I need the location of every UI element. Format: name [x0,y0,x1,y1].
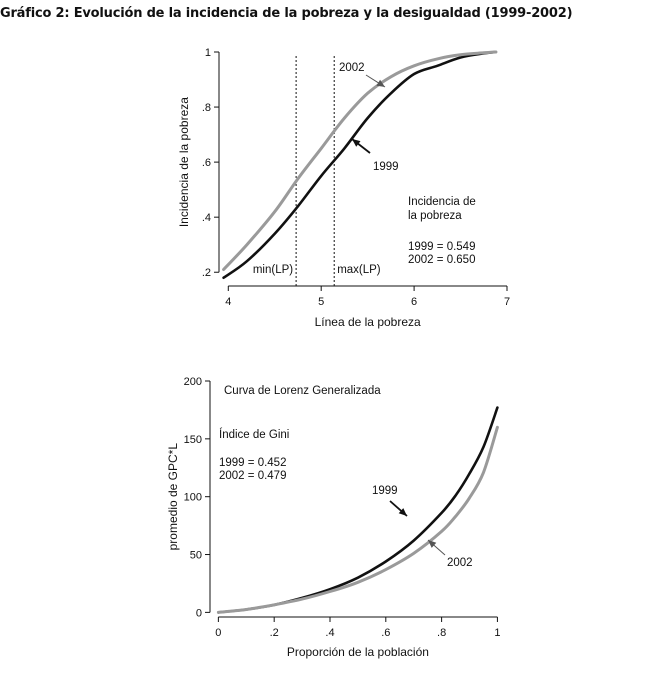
gini-title: Índice de Gini [219,428,289,441]
y-tick-label: .6 [202,157,211,169]
x-tick-label: 6 [411,296,417,308]
reference-line-label: max(LP) [337,264,381,276]
x-tick-label: 0 [215,627,221,639]
y-tick-label: .2 [202,267,211,279]
series-pointer-2002-head [428,540,437,548]
x-tick-label: .8 [437,627,446,639]
gini-value-2002: 2002 = 0.479 [219,470,286,482]
y-tick-label: .8 [202,102,211,114]
figure-title: Gráfico 2: Evolución de la incidencia de… [0,6,573,21]
y-tick-label: 200 [184,376,202,388]
series-label-1999: 1999 [373,161,399,173]
series-line-1999 [222,50,498,279]
series-pointer-2002-head [376,79,385,87]
series-pointer-1999-head [398,508,407,516]
note-value-1999: 1999 = 0.549 [408,241,475,253]
note-title-line2: la pobreza [408,210,462,222]
x-tick-label: .6 [381,627,390,639]
x-axis-label: Línea de la pobreza [315,315,421,329]
x-tick-label: 7 [504,296,510,308]
y-tick-label: .4 [202,212,211,224]
x-tick-label: .2 [270,627,279,639]
y-tick-label: 150 [184,434,202,446]
reference-line-label: min(LP) [253,264,293,276]
y-axis-label: Incidencia de la pobreza [177,97,191,227]
y-tick-label: 50 [190,550,202,562]
y-tick-label: 1 [205,47,211,59]
series-label-2002: 2002 [447,557,473,569]
series-line-2002 [222,50,498,271]
x-axis-label: Proporción de la población [287,645,429,659]
y-tick-label: 100 [184,492,202,504]
chart-box-title: Curva de Lorenz Generalizada [224,385,381,397]
series-label-2002: 2002 [339,62,365,74]
note-value-2002: 2002 = 0.650 [408,254,475,266]
note-title-line1: Incidencia de [408,196,476,208]
x-tick-label: 1 [494,627,500,639]
y-tick-label: 0 [196,607,202,619]
x-tick-label: 4 [225,296,231,308]
y-axis-label: promedio de GPC*L [166,443,180,551]
series-label-1999: 1999 [372,485,398,497]
series-line-2002 [216,425,499,614]
x-tick-label: 5 [318,296,324,308]
series-pointer-1999-head [352,139,361,147]
x-tick-label: .4 [325,627,334,639]
gini-value-1999: 1999 = 0.452 [219,457,286,469]
